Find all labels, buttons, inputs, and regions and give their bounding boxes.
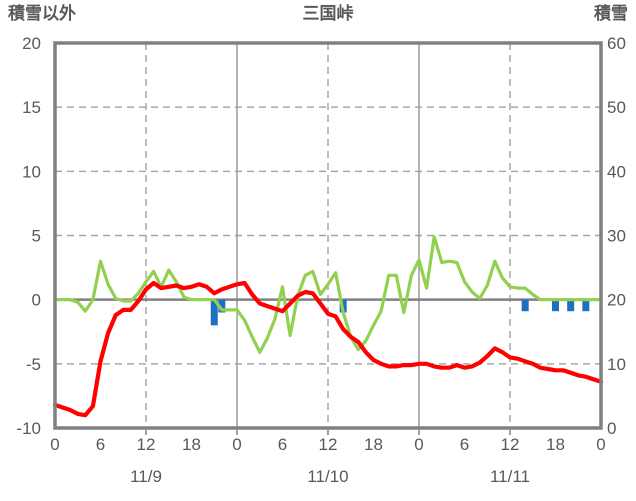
right-axis-tick-label: 10: [607, 355, 626, 374]
plot-frame: [53, 41, 603, 430]
left-axis-tick-label: 20: [22, 34, 41, 53]
x-tick-label: 18: [546, 435, 565, 454]
right-axis-tick-label: 20: [607, 291, 626, 310]
x-tick-label: 0: [50, 435, 59, 454]
snow-bar: [552, 299, 559, 312]
day-label: 11/11: [490, 467, 530, 486]
x-tick-label: 6: [96, 435, 105, 454]
day-label: 11/9: [130, 467, 162, 486]
left-axis-tick-label: 0: [32, 291, 41, 310]
left-axis-tick-label: 15: [22, 98, 41, 117]
x-tick-label: 0: [232, 435, 241, 454]
green-line: [53, 235, 603, 354]
x-tick-label: 18: [182, 435, 201, 454]
left-axis-tick-label: 5: [32, 227, 41, 246]
right-axis-tick-label: 50: [607, 98, 626, 117]
snow-bar: [521, 299, 529, 312]
x-tick-label: 0: [414, 435, 423, 454]
x-tick-label: 0: [596, 435, 605, 454]
snow-bar: [567, 299, 575, 312]
x-tick-label: 18: [364, 435, 383, 454]
day-label: 11/10: [307, 467, 348, 486]
left-axis-title: 積雪以外: [8, 4, 76, 23]
x-tick-label: 12: [319, 435, 338, 454]
left-axis-tick-label: -5: [26, 355, 41, 374]
left-axis-tick-label: 10: [22, 162, 41, 181]
snow-bar: [218, 299, 226, 313]
chart-title: 三国峠: [302, 4, 354, 23]
left-axis-tick-label: -10: [16, 419, 41, 438]
x-tick-label: 6: [278, 435, 287, 454]
right-axis-tick-label: 0: [607, 419, 616, 438]
right-axis-tick-label: 60: [607, 34, 626, 53]
red-line: [52, 280, 604, 418]
x-tick-label: 6: [460, 435, 469, 454]
x-tick-label: 12: [501, 435, 520, 454]
x-tick-label: 12: [137, 435, 156, 454]
right-axis-tick-label: 30: [607, 227, 626, 246]
snow-bar: [210, 299, 218, 326]
right-axis-tick-label: 40: [607, 162, 626, 181]
snow-bar: [582, 299, 590, 312]
right-axis-title: 積雪: [594, 4, 628, 23]
